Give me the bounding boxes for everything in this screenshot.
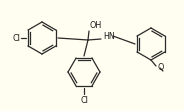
Text: O: O bbox=[157, 62, 163, 71]
Text: Cl: Cl bbox=[12, 34, 20, 43]
Text: HN: HN bbox=[103, 32, 115, 41]
Text: OH: OH bbox=[90, 21, 102, 30]
Text: Cl: Cl bbox=[80, 96, 88, 105]
